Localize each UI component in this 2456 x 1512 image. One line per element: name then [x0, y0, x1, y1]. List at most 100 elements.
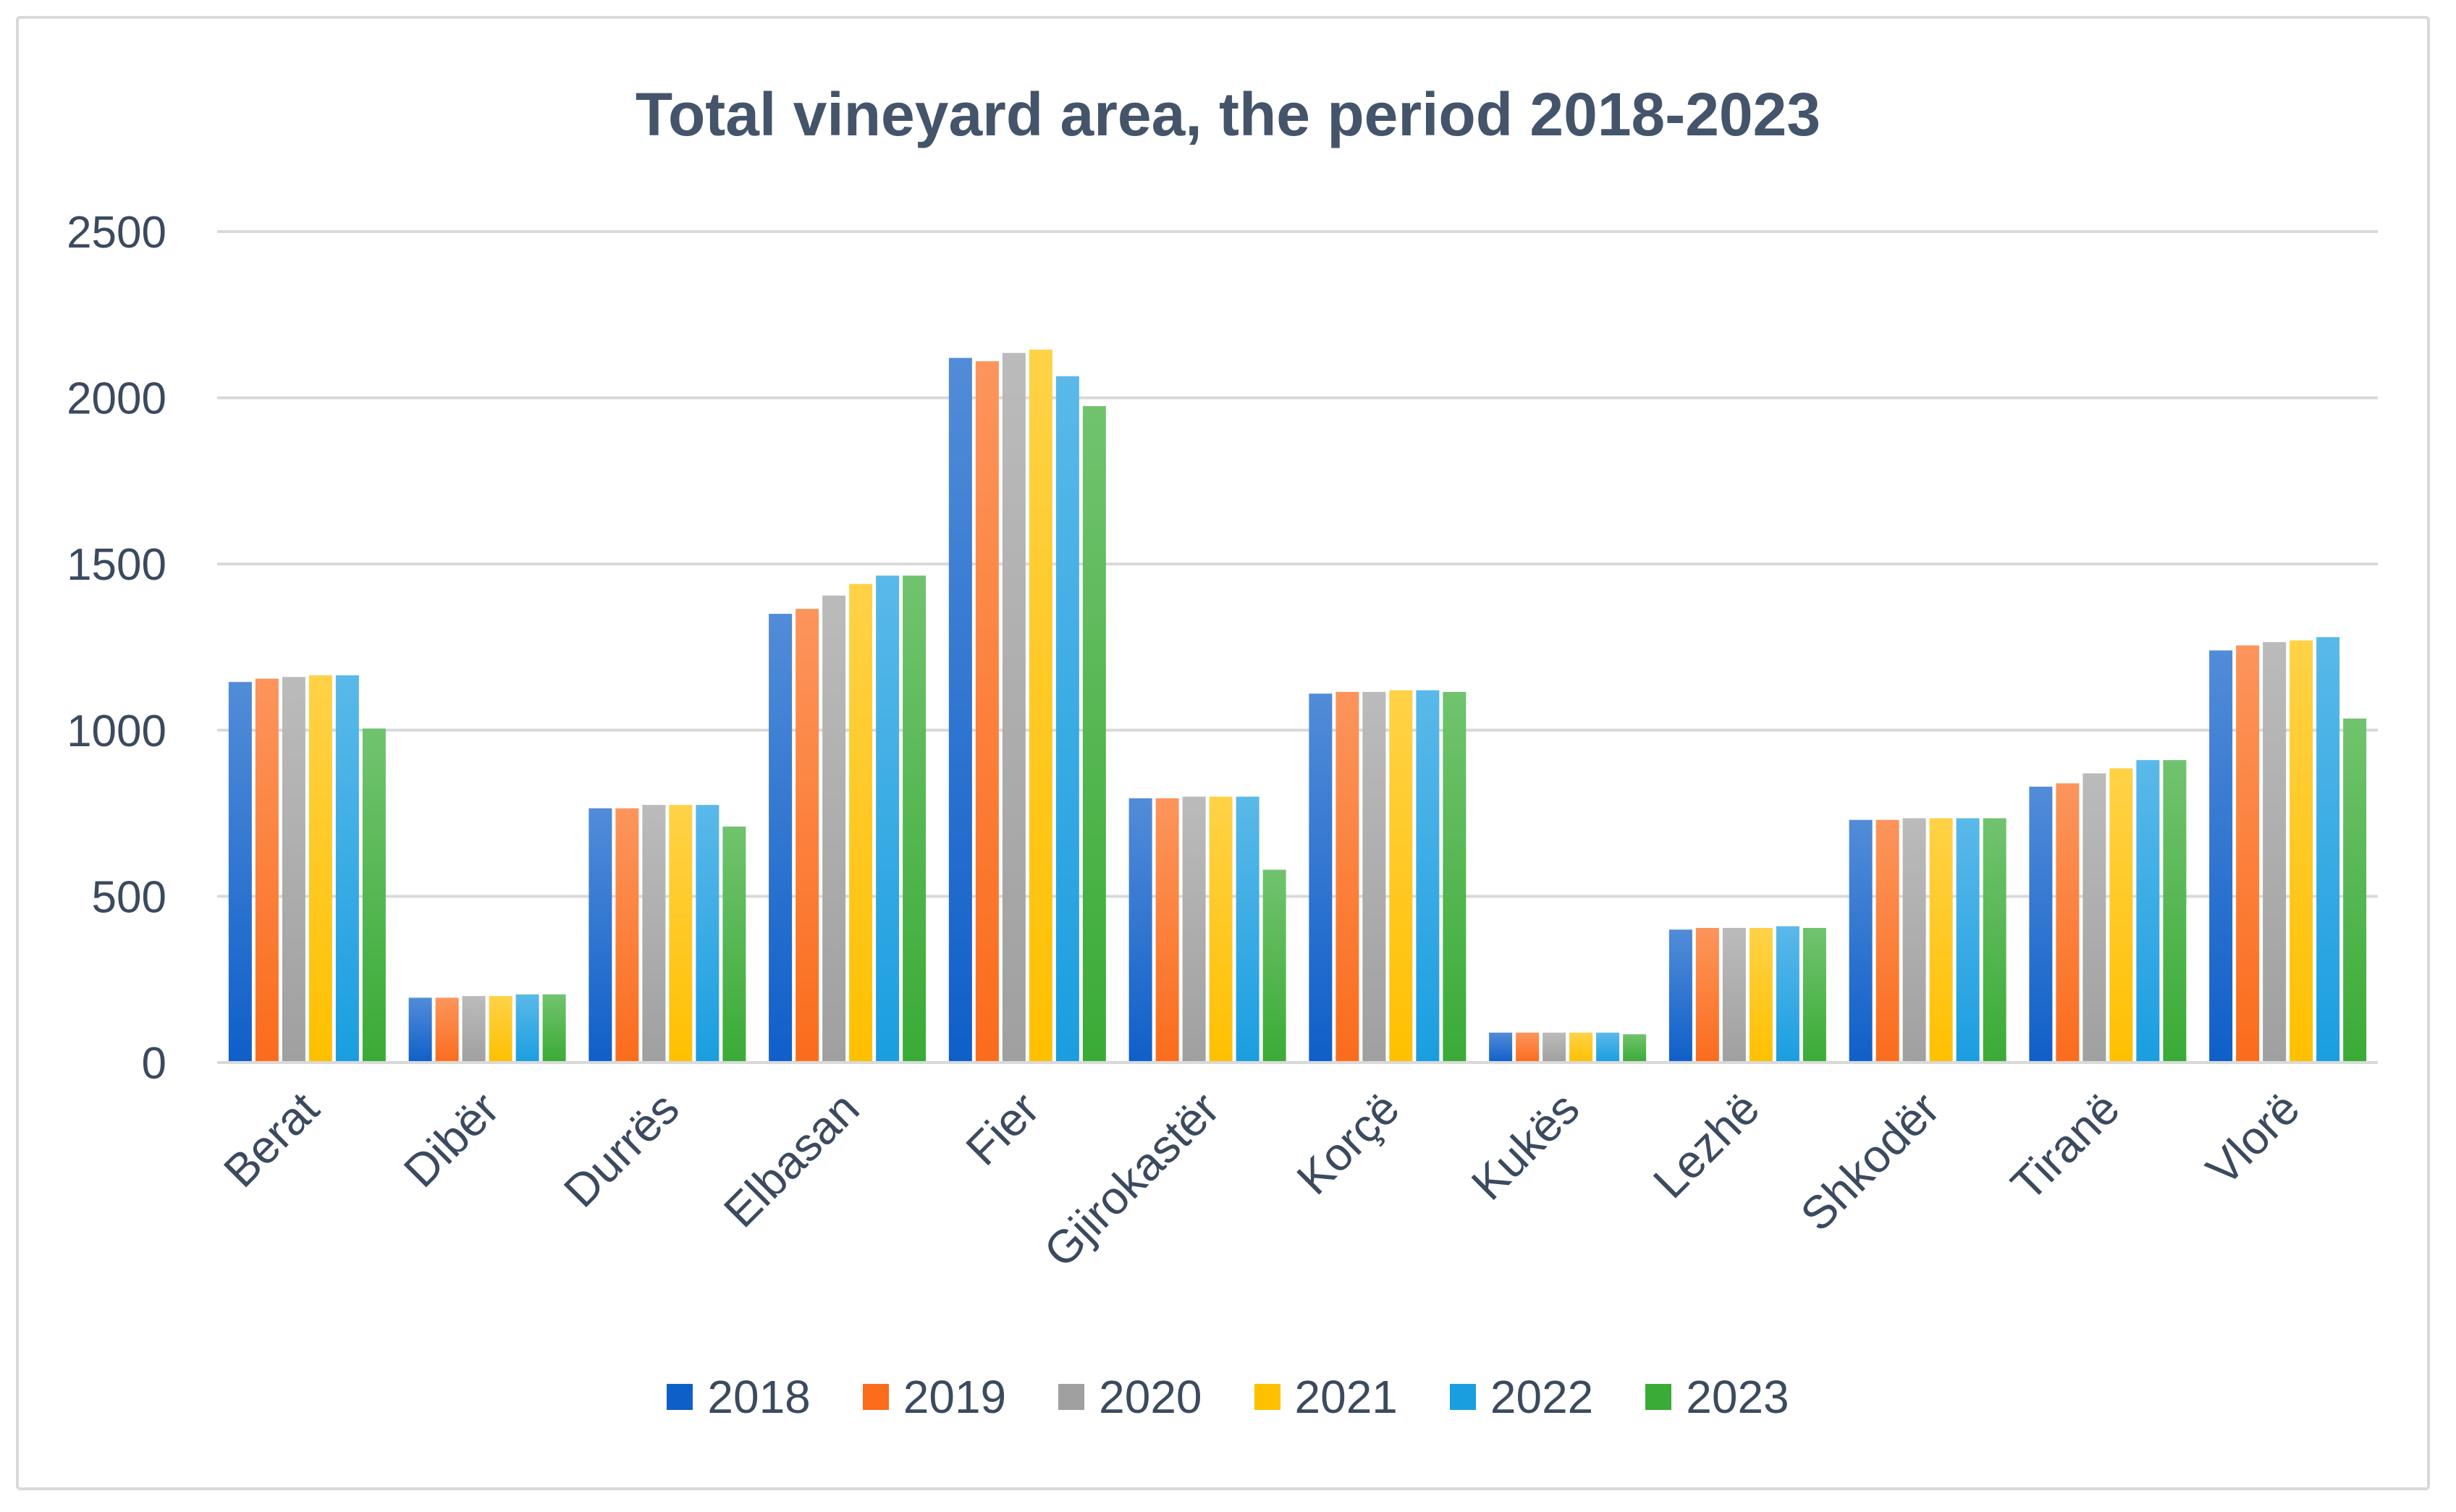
bar-Lezhë-2022	[1776, 926, 1799, 1063]
bar-Fier-2023	[1082, 406, 1106, 1063]
bar-Korçë-2021	[1389, 690, 1413, 1063]
bar-Kukës-2023	[1623, 1034, 1647, 1063]
x-tick-label: Berat	[214, 1082, 329, 1197]
bar-Dibër-2021	[489, 996, 512, 1063]
bar-Vlorë-2020	[2263, 642, 2287, 1063]
bar-Gjirokastër-2021	[1209, 796, 1233, 1063]
x-tick-label: Fier	[955, 1082, 1049, 1175]
bar-Tiranë-2020	[2082, 773, 2106, 1063]
x-tick-label: Vlorë	[2196, 1082, 2310, 1196]
bar-Gjirokastër-2023	[1262, 869, 1286, 1063]
y-axis-tick-labels: 0 500 1000 1500 2000 2500	[67, 208, 166, 1089]
bar-Gjirokastër-2019	[1155, 798, 1179, 1063]
chart-title: Total vineyard area, the period 2018-202…	[635, 80, 1821, 148]
bar-Tiranë-2022	[2136, 760, 2160, 1063]
bar-Berat-2022	[335, 675, 359, 1063]
x-tick-label: Korçë	[1287, 1082, 1409, 1204]
bar-Elbasan-2022	[876, 575, 900, 1063]
bar-Vlorë-2018	[2209, 650, 2233, 1063]
legend-item-2020: 2020	[1058, 1370, 1202, 1424]
legend-item-2022: 2022	[1449, 1370, 1594, 1424]
x-tick-label: Durrës	[554, 1082, 689, 1217]
legend-swatch	[1058, 1384, 1085, 1410]
legend-label: 2022	[1490, 1371, 1594, 1423]
bar-Fier-2022	[1055, 376, 1079, 1063]
bar-Shkodër-2020	[1902, 818, 1926, 1063]
bar-Dibër-2022	[515, 994, 539, 1063]
legend-swatch	[1449, 1384, 1476, 1410]
bar-Tiranë-2021	[2109, 768, 2133, 1063]
legend-item-2021: 2021	[1254, 1370, 1398, 1424]
chart-frame	[16, 16, 2430, 1490]
x-tick-label: Kukës	[1461, 1082, 1590, 1210]
bar-Lezhë-2023	[1802, 928, 1826, 1063]
bar-Vlorë-2019	[2236, 645, 2260, 1063]
bar-Vlorë-2021	[2290, 640, 2313, 1063]
bar-Elbasan-2020	[822, 595, 846, 1063]
legend-item-2019: 2019	[862, 1370, 1006, 1424]
x-tick-label: Elbasan	[714, 1082, 869, 1237]
bar-Durrës-2020	[642, 805, 666, 1063]
bar-Tiranë-2018	[2029, 786, 2053, 1063]
legend-label: 2021	[1294, 1371, 1398, 1423]
legend-swatch	[667, 1384, 693, 1410]
bar-Gjirokastër-2022	[1236, 796, 1259, 1063]
bar-Berat-2018	[228, 682, 252, 1063]
bar-Vlorë-2023	[2343, 718, 2367, 1063]
y-tick-label: 500	[92, 872, 166, 922]
bar-Korçë-2018	[1309, 693, 1333, 1063]
bar-Berat-2020	[282, 677, 305, 1063]
bar-Lezhë-2020	[1722, 928, 1746, 1063]
bar-Kukës-2019	[1516, 1032, 1540, 1063]
bar-Dibër-2019	[435, 997, 459, 1063]
bar-Shkodër-2023	[1983, 818, 2006, 1063]
bar-Korçë-2022	[1416, 690, 1440, 1063]
bar-Durrës-2023	[722, 826, 746, 1063]
x-tick-label: Lezhë	[1643, 1082, 1769, 1208]
bar-Dibër-2018	[408, 997, 432, 1063]
legend: 2018 2019 2020 2021 2022 2023	[0, 1370, 2456, 1424]
bar-Shkodër-2018	[1849, 819, 1873, 1063]
bar-Elbasan-2023	[903, 575, 927, 1063]
y-tick-label: 2000	[67, 374, 166, 424]
y-tick-label: 1000	[67, 706, 166, 756]
bar-Durrës-2019	[615, 808, 639, 1063]
legend-swatch	[1645, 1384, 1672, 1410]
bar-Kukës-2022	[1596, 1032, 1620, 1063]
bar-Berat-2021	[308, 675, 332, 1063]
bar-Fier-2019	[975, 361, 999, 1063]
bar-Lezhë-2018	[1668, 929, 1692, 1063]
bar-Lezhë-2019	[1695, 928, 1719, 1063]
bar-Lezhë-2021	[1749, 928, 1773, 1063]
bar-Durrës-2021	[669, 805, 693, 1063]
bar-Durrës-2022	[696, 805, 720, 1063]
legend-swatch	[862, 1384, 889, 1410]
bar-Tiranë-2019	[2056, 783, 2080, 1063]
y-tick-label: 0	[142, 1039, 166, 1089]
x-tick-label: Gjirokastër	[1034, 1082, 1229, 1277]
bar-Fier-2020	[1002, 352, 1026, 1063]
bar-Gjirokastër-2020	[1182, 796, 1206, 1063]
bar-Kukës-2020	[1543, 1032, 1566, 1063]
bar-Dibër-2023	[542, 994, 566, 1063]
bar-Korçë-2019	[1335, 691, 1359, 1063]
y-tick-label: 1500	[67, 540, 166, 590]
bar-Shkodër-2021	[1929, 818, 1953, 1063]
legend-swatch	[1254, 1384, 1280, 1410]
legend-label: 2018	[707, 1371, 811, 1423]
y-tick-label: 2500	[67, 208, 166, 258]
legend-item-2023: 2023	[1645, 1370, 1789, 1424]
bar-Berat-2019	[255, 678, 279, 1063]
bar-Shkodër-2019	[1875, 819, 1899, 1063]
bar-Elbasan-2019	[796, 609, 819, 1063]
bar-Elbasan-2021	[849, 583, 873, 1063]
bar-Dibër-2020	[462, 996, 486, 1063]
x-tick-label: Tiranë	[2001, 1082, 2130, 1211]
legend-item-2018: 2018	[667, 1370, 811, 1424]
bar-Shkodër-2022	[1956, 818, 1980, 1063]
bar-Fier-2021	[1029, 350, 1052, 1063]
bar-Berat-2023	[362, 728, 386, 1063]
x-tick-label: Dibër	[394, 1082, 509, 1197]
bar-Gjirokastër-2018	[1128, 798, 1152, 1063]
